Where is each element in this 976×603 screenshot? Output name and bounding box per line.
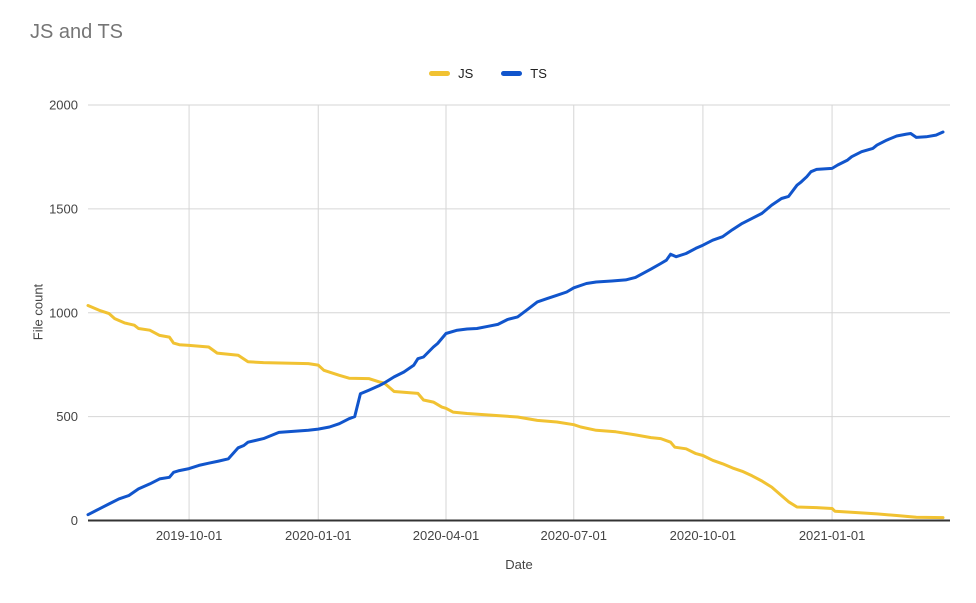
series-line-js — [86, 304, 945, 520]
legend-swatch-ts — [501, 70, 523, 76]
y-tick-label: 0 — [71, 513, 78, 528]
y-tick-label: 1000 — [49, 305, 78, 320]
x-tick-label: 2020-07-01 — [541, 528, 608, 543]
x-tick-label: 2020-10-01 — [670, 528, 737, 543]
legend-item-js: JS — [429, 66, 473, 81]
legend: JS TS — [0, 64, 976, 82]
y-tick-label: 500 — [56, 409, 78, 424]
y-tick-label: 1500 — [49, 201, 78, 216]
chart-title: JS and TS — [30, 21, 124, 43]
x-tick-label: 2020-04-01 — [413, 528, 480, 543]
legend-label-js: JS — [458, 65, 474, 81]
y-tick-label: 2000 — [49, 98, 78, 113]
legend-swatch-js — [429, 70, 451, 76]
y-axis-title: File count — [30, 283, 46, 341]
x-axis-title: Date — [505, 557, 533, 572]
legend-label-ts: TS — [530, 65, 547, 81]
legend-item-ts: TS — [501, 66, 547, 81]
series-line-ts — [86, 130, 945, 517]
x-tick-label: 2019-10-01 — [156, 528, 223, 543]
x-tick-label: 2021-01-01 — [799, 528, 866, 543]
x-tick-label: 2020-01-01 — [285, 528, 352, 543]
